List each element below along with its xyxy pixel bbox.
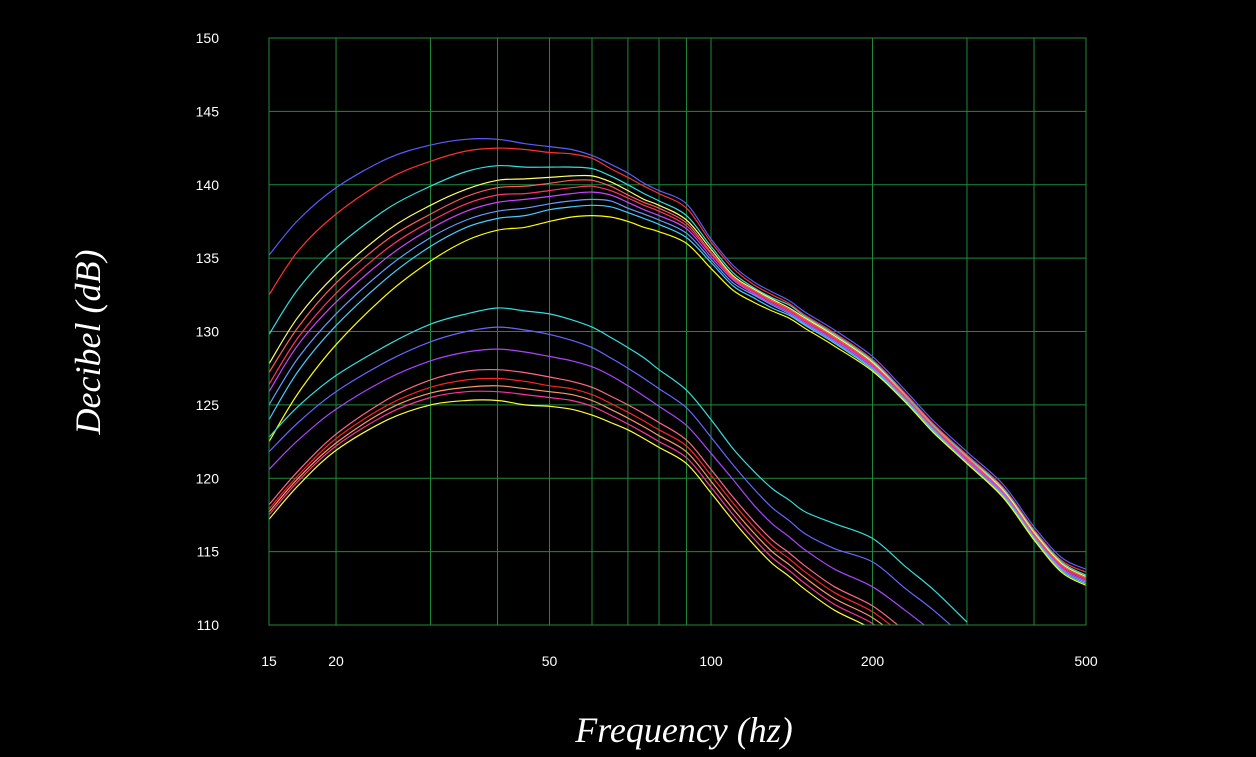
series-group [269,138,1086,625]
series-line-12 [269,326,952,625]
x-tick-label: 15 [261,653,277,669]
x-tick-label: 50 [542,653,558,669]
series-line-15 [269,377,892,625]
plot-frame [268,37,1087,626]
y-tick-label: 150 [196,30,220,46]
series-line-5 [269,179,1086,579]
series-line-9 [269,204,1086,585]
series-line-3 [269,164,1086,576]
y-tick-label: 115 [197,544,220,560]
x-tick-label: 20 [328,653,344,669]
y-tick-label: 140 [196,177,220,193]
y-tick-label: 130 [196,324,220,340]
y-tick-label: 125 [196,397,220,413]
series-line-18 [269,399,866,625]
y-axis-ticks: 110 115 120 125 130 135 140 145 150 [196,30,220,633]
y-tick-label: 135 [196,250,220,266]
x-tick-label: 100 [699,653,723,669]
y-axis-title: Decibel (dB) [68,250,108,436]
grid [269,37,1086,626]
series-line-2 [269,147,1086,573]
y-tick-label: 110 [197,617,220,633]
series-line-8 [269,198,1086,583]
series-line-16 [269,385,884,625]
x-axis-title: Frequency (hz) [574,710,793,750]
series-line-11 [269,307,968,623]
x-tick-label: 500 [1074,653,1098,669]
series-line-1 [269,138,1086,570]
series-line-6 [269,185,1086,581]
series-line-14 [269,368,899,625]
x-tick-label: 200 [861,653,885,669]
y-tick-label: 145 [196,103,220,119]
series-line-17 [269,390,876,625]
series-line-13 [269,348,926,625]
y-tick-label: 120 [196,470,220,486]
series-line-10 [269,214,1086,586]
x-axis-ticks: 15 20 50 100 200 500 [261,653,1098,669]
